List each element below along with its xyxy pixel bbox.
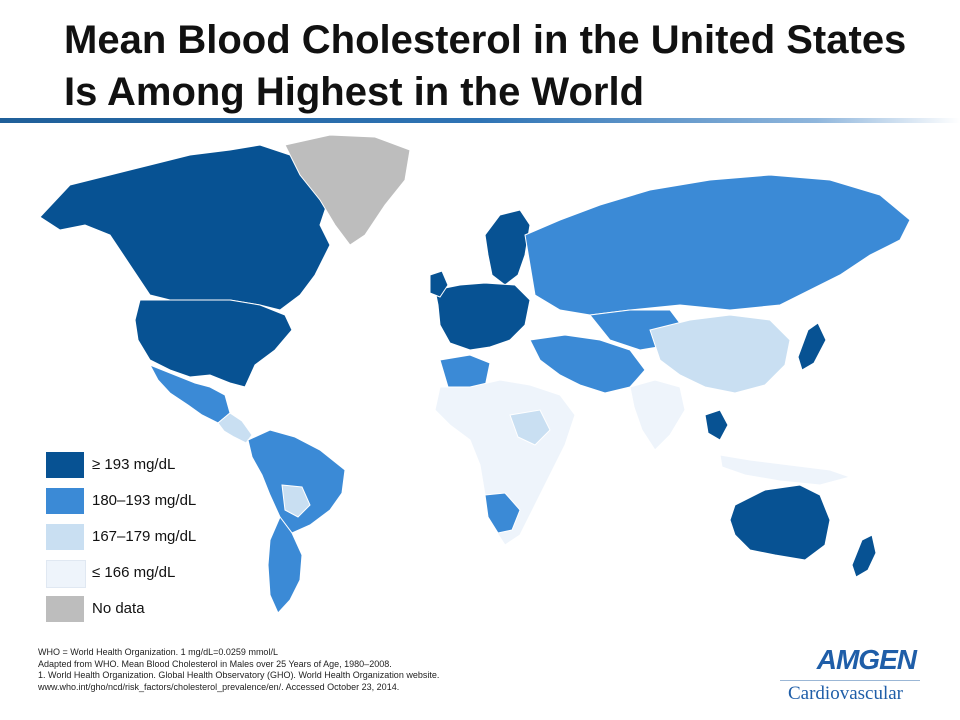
legend-item: No data [46, 596, 246, 624]
region-russia [524, 174, 911, 316]
footnotes: WHO = World Health Organization. 1 mg/dL… [38, 647, 658, 693]
legend-item: ≤ 166 mg/dL [46, 560, 246, 588]
region-uk [429, 270, 449, 298]
region-southeast-asia [704, 409, 729, 441]
legend-label: ≥ 193 mg/dL [92, 456, 176, 473]
legend-item: 167–179 mg/dL [46, 524, 246, 552]
legend-swatch [46, 488, 84, 514]
region-india [629, 379, 686, 451]
region-greenland [284, 134, 411, 246]
region-southern-africa [484, 492, 521, 534]
brand-subtitle: Cardiovascular [788, 683, 904, 704]
region-new-zealand [851, 534, 877, 578]
region-south-america-south [267, 516, 303, 614]
region-japan [797, 322, 827, 371]
legend-label: No data [92, 600, 145, 617]
legend-swatch [46, 452, 84, 478]
legend-swatch [46, 596, 84, 622]
region-scandinavia [484, 209, 531, 286]
region-western-europe [434, 282, 531, 351]
amgen-logo: AMGEN [816, 644, 917, 675]
title-divider [0, 118, 960, 123]
region-usa [134, 299, 293, 388]
footnote-adapted: Adapted from WHO. Mean Blood Cholesterol… [38, 658, 392, 669]
region-south-america-north [247, 429, 346, 534]
legend-item: ≥ 193 mg/dL [46, 452, 246, 480]
legend-swatch [46, 560, 86, 588]
region-bolivia [281, 484, 311, 518]
region-east-africa [509, 409, 551, 446]
region-indonesia [719, 454, 852, 486]
footnote-abbreviation: WHO = World Health Organization. 1 mg/dL… [38, 647, 278, 657]
legend-label: ≤ 166 mg/dL [92, 564, 176, 581]
region-australia [729, 484, 831, 561]
legend-swatch [46, 524, 84, 550]
legend-label: 167–179 mg/dL [92, 528, 197, 545]
legend-label: 180–193 mg/dL [92, 492, 197, 509]
legend-item: 180–193 mg/dL [46, 488, 246, 516]
footnote-reference: 1. World Health Organization. Global Hea… [38, 670, 440, 680]
brand-logo: AMGEN Cardiovascular [780, 640, 930, 710]
region-north-america-canada [39, 144, 331, 311]
world-map [39, 134, 911, 614]
footnote-url: www.who.int/gho/ncd/risk_factors/cholest… [38, 681, 400, 692]
brand-divider [780, 680, 920, 681]
region-china [649, 314, 791, 394]
slide-title: Mean Blood Cholesterol in the United Sta… [64, 18, 907, 114]
